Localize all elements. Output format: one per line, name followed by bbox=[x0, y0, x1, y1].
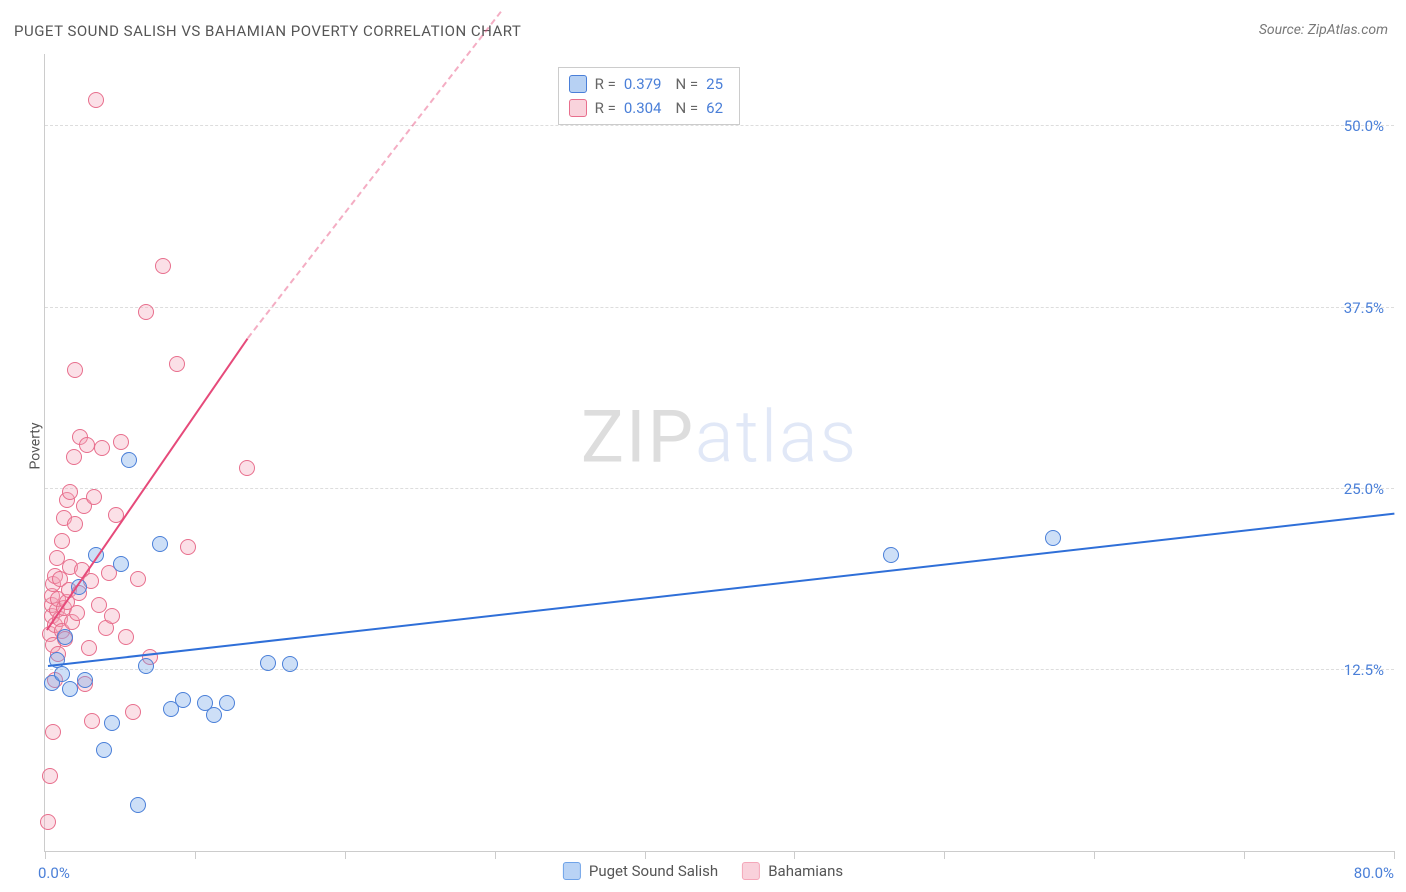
y-tick-label: 12.5% bbox=[1344, 661, 1384, 679]
data-point bbox=[40, 814, 56, 830]
chart-container: PUGET SOUND SALISH VS BAHAMIAN POVERTY C… bbox=[0, 0, 1406, 892]
source-attribution: Source: ZipAtlas.com bbox=[1259, 22, 1388, 38]
legend-item: Bahamians bbox=[742, 862, 843, 880]
data-point bbox=[113, 434, 129, 450]
data-point bbox=[219, 695, 235, 711]
data-point bbox=[104, 715, 120, 731]
n-label: N = bbox=[676, 99, 699, 117]
trend-line bbox=[46, 337, 249, 630]
data-point bbox=[67, 516, 83, 532]
gridline bbox=[45, 125, 1394, 126]
legend-swatch bbox=[742, 862, 760, 880]
data-point bbox=[84, 713, 100, 729]
data-point bbox=[206, 707, 222, 723]
x-tick bbox=[495, 851, 496, 859]
n-value: 62 bbox=[706, 99, 723, 117]
series-swatch bbox=[569, 75, 587, 93]
data-point bbox=[91, 597, 107, 613]
legend: Puget Sound Salish Bahamians bbox=[563, 862, 843, 880]
data-point bbox=[54, 666, 70, 682]
data-point bbox=[66, 449, 82, 465]
stats-row: R = 0.304 N = 62 bbox=[569, 96, 729, 120]
data-point bbox=[138, 304, 154, 320]
plot-area: ZIPatlas R = 0.379 N = 25 R = 0.304 N = 62 12.5… bbox=[44, 54, 1394, 852]
trend-line bbox=[48, 512, 1395, 667]
x-axis-min-label: 0.0% bbox=[38, 864, 70, 882]
x-tick bbox=[195, 851, 196, 859]
y-tick-label: 25.0% bbox=[1344, 480, 1384, 498]
data-point bbox=[86, 489, 102, 505]
legend-label: Puget Sound Salish bbox=[589, 862, 718, 880]
data-point bbox=[121, 452, 137, 468]
data-point bbox=[130, 571, 146, 587]
x-tick bbox=[45, 851, 46, 859]
x-tick bbox=[794, 851, 795, 859]
data-point bbox=[239, 460, 255, 476]
data-point bbox=[57, 629, 73, 645]
data-point bbox=[155, 258, 171, 274]
x-tick bbox=[944, 851, 945, 859]
data-point bbox=[45, 724, 61, 740]
x-tick bbox=[645, 851, 646, 859]
data-point bbox=[88, 92, 104, 108]
gridline bbox=[45, 488, 1394, 489]
watermark-light: atlas bbox=[695, 394, 858, 479]
data-point bbox=[77, 672, 93, 688]
data-point bbox=[69, 605, 85, 621]
watermark-bold: ZIP bbox=[581, 394, 695, 479]
x-tick bbox=[1094, 851, 1095, 859]
correlation-stats-box: R = 0.379 N = 25 R = 0.304 N = 62 bbox=[558, 67, 740, 125]
trend-line-extrapolation bbox=[247, 11, 502, 339]
data-point bbox=[138, 658, 154, 674]
data-point bbox=[113, 556, 129, 572]
data-point bbox=[175, 692, 191, 708]
r-label: R = bbox=[595, 99, 616, 117]
stats-row: R = 0.379 N = 25 bbox=[569, 72, 729, 96]
data-point bbox=[130, 797, 146, 813]
data-point bbox=[1045, 530, 1061, 546]
y-tick-label: 50.0% bbox=[1344, 117, 1384, 135]
x-tick bbox=[345, 851, 346, 859]
data-point bbox=[169, 356, 185, 372]
data-point bbox=[79, 437, 95, 453]
y-axis-label: Poverty bbox=[28, 422, 44, 469]
source-prefix: Source: bbox=[1259, 22, 1308, 38]
source-name: ZipAtlas.com bbox=[1308, 22, 1388, 38]
r-value: 0.379 bbox=[624, 75, 662, 93]
data-point bbox=[282, 656, 298, 672]
legend-swatch bbox=[563, 862, 581, 880]
data-point bbox=[125, 704, 141, 720]
data-point bbox=[118, 629, 134, 645]
data-point bbox=[54, 533, 70, 549]
data-point bbox=[94, 440, 110, 456]
series-swatch bbox=[569, 99, 587, 117]
data-point bbox=[883, 547, 899, 563]
x-tick bbox=[1394, 851, 1395, 859]
data-point bbox=[152, 536, 168, 552]
x-axis-max-label: 80.0% bbox=[1354, 864, 1394, 882]
chart-title: PUGET SOUND SALISH VS BAHAMIAN POVERTY C… bbox=[14, 22, 521, 40]
legend-item: Puget Sound Salish bbox=[563, 862, 718, 880]
data-point bbox=[81, 640, 97, 656]
gridline bbox=[45, 669, 1394, 670]
n-value: 25 bbox=[706, 75, 723, 93]
y-tick-label: 37.5% bbox=[1344, 299, 1384, 317]
watermark: ZIPatlas bbox=[581, 394, 858, 479]
data-point bbox=[62, 681, 78, 697]
legend-label: Bahamians bbox=[768, 862, 843, 880]
n-label: N = bbox=[676, 75, 699, 93]
data-point bbox=[104, 608, 120, 624]
data-point bbox=[260, 655, 276, 671]
gridline bbox=[45, 307, 1394, 308]
x-tick bbox=[1244, 851, 1245, 859]
data-point bbox=[62, 484, 78, 500]
data-point bbox=[180, 539, 196, 555]
data-point bbox=[67, 362, 83, 378]
r-label: R = bbox=[595, 75, 616, 93]
r-value: 0.304 bbox=[624, 99, 662, 117]
data-point bbox=[96, 742, 112, 758]
data-point bbox=[42, 768, 58, 784]
